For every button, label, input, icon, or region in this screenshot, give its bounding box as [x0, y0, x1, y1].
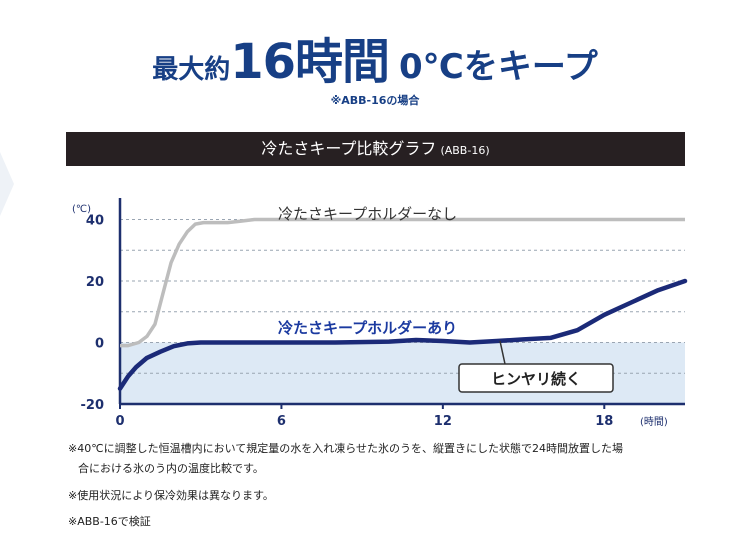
footnote-1: ※40℃に調整した恒温槽内において規定量の水を入れ凍らせた氷のうを、縦置きにした… — [68, 442, 624, 455]
y-tick-label: 20 — [86, 275, 104, 290]
annotation-text: ヒンヤリ続く — [491, 370, 581, 388]
footnote-2: 合における氷のう内の温度比較です。 — [78, 462, 264, 475]
subnote: ※ABB-16の場合 — [330, 94, 420, 107]
decorative-triangle — [0, 152, 14, 216]
y-tick-label: 40 — [86, 214, 104, 229]
headline-prefix: 最大約 — [152, 55, 231, 85]
x-tick-label: 12 — [434, 414, 452, 429]
annotation-box — [458, 363, 614, 393]
headline: 最大約16時間 0℃をキープ — [0, 22, 750, 92]
footnote-4: ※ABB-16で検証 — [68, 515, 151, 528]
y-tick-label: 0 — [95, 337, 104, 352]
chart-model: (ABB-16) — [440, 144, 490, 157]
chart-title: 冷たさキープ比較グラフ — [261, 139, 437, 158]
x-axis-unit: (時間) — [640, 416, 668, 428]
series-label-with-holder: 冷たさキープホルダーあり — [278, 319, 457, 337]
chart-title-banner: 冷たさキープ比較グラフ (ABB-16) — [66, 132, 685, 166]
x-tick-label: 18 — [595, 414, 613, 429]
series-line-without-holder — [120, 217, 685, 348]
x-tick-label: 0 — [115, 414, 124, 429]
footnote-3: ※使用状況により保冷効果は異なります。 — [68, 489, 274, 502]
headline-hours: 16時間 — [230, 34, 390, 90]
headline-suffix: 0℃をキープ — [399, 47, 598, 87]
series-line-with-holder — [117, 278, 688, 391]
x-tick-label: 6 — [277, 414, 286, 429]
y-axis-unit: (℃) — [72, 204, 91, 215]
annotation-pointer — [499, 340, 506, 365]
series-label-without-holder: 冷たさキープホルダーなし — [278, 205, 457, 223]
y-tick-label: -20 — [81, 398, 105, 413]
